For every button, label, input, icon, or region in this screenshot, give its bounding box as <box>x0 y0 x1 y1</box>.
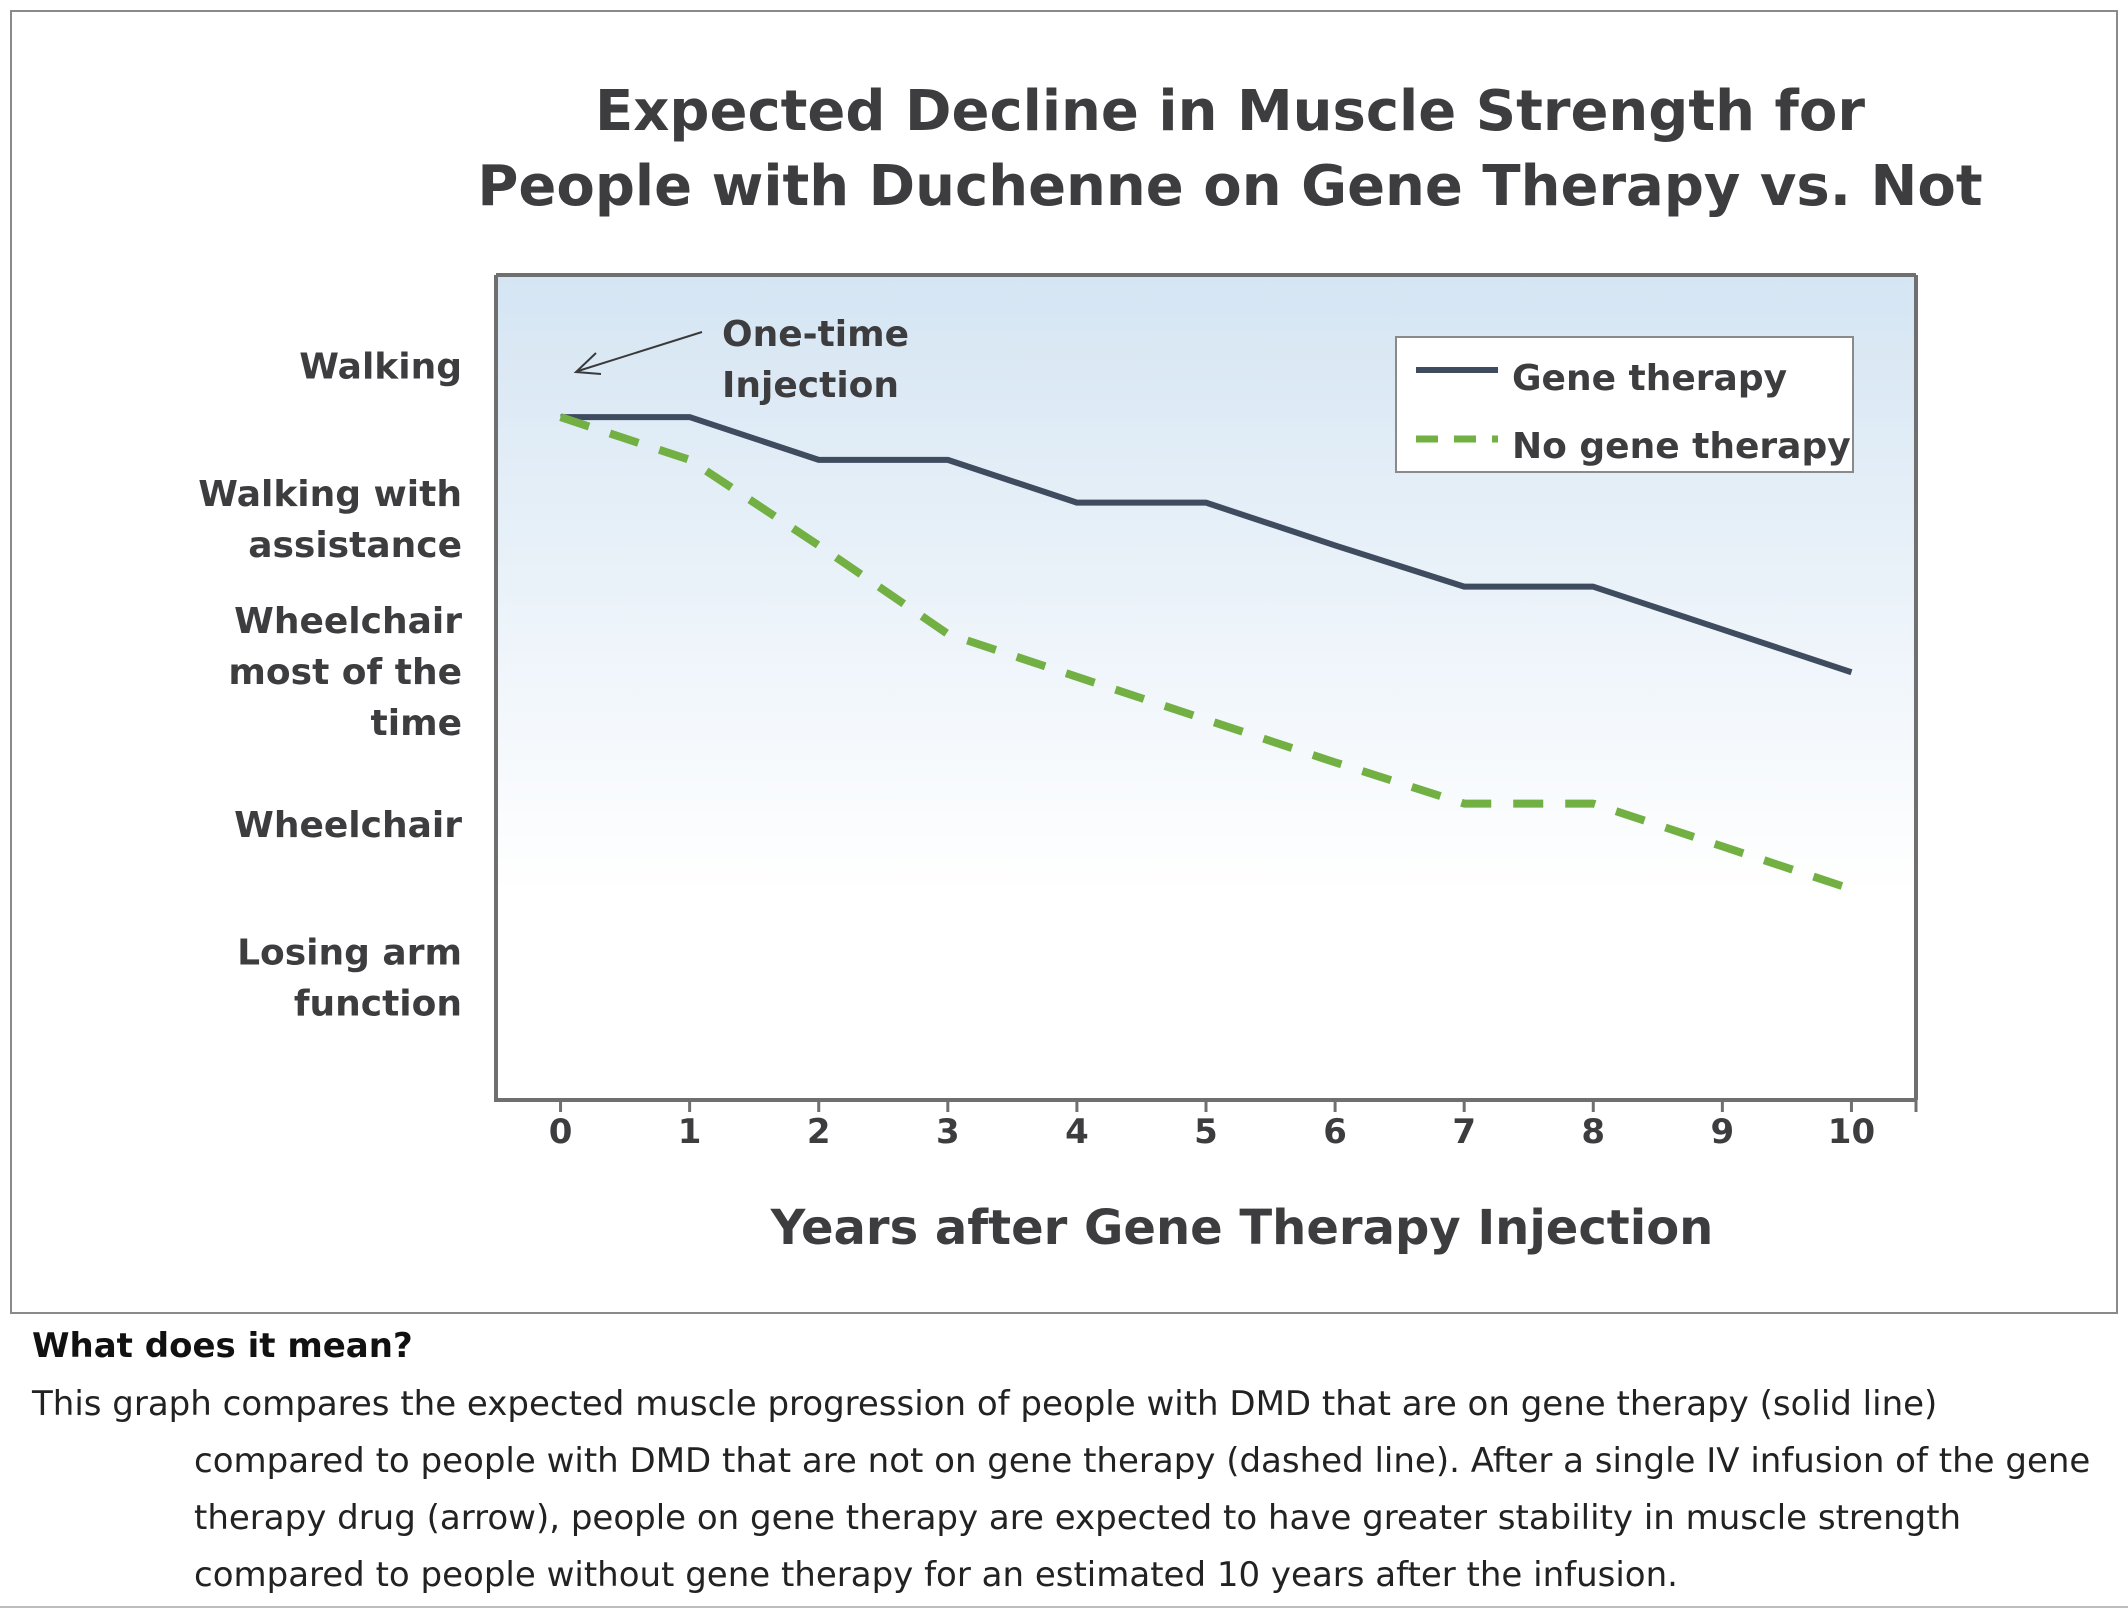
explanation-body: This graph compares the expected muscle … <box>32 1376 2092 1604</box>
x-axis-label: Years after Gene Therapy Injection <box>770 1200 1714 1256</box>
y-category-label: Walking with <box>198 474 462 515</box>
y-category-labels: Walking Walking with assistance Wheelchair m… <box>198 347 462 1025</box>
x-ticks: 0 1 2 3 4 5 6 7 8 9 10 <box>549 1100 1918 1152</box>
y-category-label: time <box>371 703 462 744</box>
chart-title-line-2: People with Duchenne on Gene Therapy vs.… <box>477 154 1982 219</box>
y-category-label: Wheelchair <box>234 805 462 846</box>
injection-annotation: One-time Injection <box>573 314 909 406</box>
legend-label-no-gene-therapy: No gene therapy <box>1512 426 1851 467</box>
explanation-line-3: gene therapy drug (arrow), people on gen… <box>194 1441 2091 1538</box>
plot-border <box>494 273 1918 1100</box>
legend-box <box>1395 336 1854 473</box>
x-tick-label: 5 <box>1194 1112 1218 1152</box>
x-tick-label: 3 <box>936 1112 960 1152</box>
x-tick-label: 1 <box>678 1112 702 1152</box>
chart: Expected Decline in Muscle Strength for … <box>198 79 1982 1256</box>
y-category-label: Wheelchair <box>234 601 462 642</box>
y-category-label: function <box>294 983 462 1024</box>
annotation-line-1: One-time <box>722 314 909 355</box>
x-tick-label: 9 <box>1711 1112 1735 1152</box>
x-tick-label: 10 <box>1828 1112 1875 1152</box>
x-tick-label: 0 <box>549 1112 573 1152</box>
x-tick-label: 6 <box>1323 1112 1347 1152</box>
y-category-label: Losing arm <box>237 932 462 973</box>
annotation-arrow-shaft <box>577 331 703 372</box>
arrow-icon <box>573 352 602 375</box>
legend: Gene therapy No gene therapy <box>1395 336 1854 473</box>
bottom-divider <box>0 1606 2128 1608</box>
x-tick-label: 4 <box>1065 1112 1089 1152</box>
x-tick-label: 7 <box>1452 1112 1476 1152</box>
explanation-line-2: compared to people with DMD that are not… <box>194 1441 1995 1481</box>
annotation-line-2: Injection <box>722 365 899 406</box>
y-category-label: assistance <box>248 525 462 566</box>
x-tick-label: 2 <box>807 1112 831 1152</box>
chart-frame <box>10 10 2118 1314</box>
explanation-line-1: This graph compares the expected muscle … <box>32 1384 1938 1424</box>
chart-title-line-1: Expected Decline in Muscle Strength for <box>595 79 1865 144</box>
x-tick-label: 8 <box>1581 1112 1605 1152</box>
explanation-section: What does it mean? This graph compares t… <box>32 1326 2092 1604</box>
explanation-heading: What does it mean? <box>32 1326 413 1366</box>
legend-label-gene-therapy: Gene therapy <box>1512 358 1787 399</box>
series-lines <box>559 413 1853 893</box>
series-line-no-gene-therapy <box>559 413 1853 893</box>
explanation-line-4: strength compared to people without gene… <box>194 1498 1962 1595</box>
y-category-label: Walking <box>299 347 462 388</box>
y-category-label: most of the <box>228 652 462 693</box>
